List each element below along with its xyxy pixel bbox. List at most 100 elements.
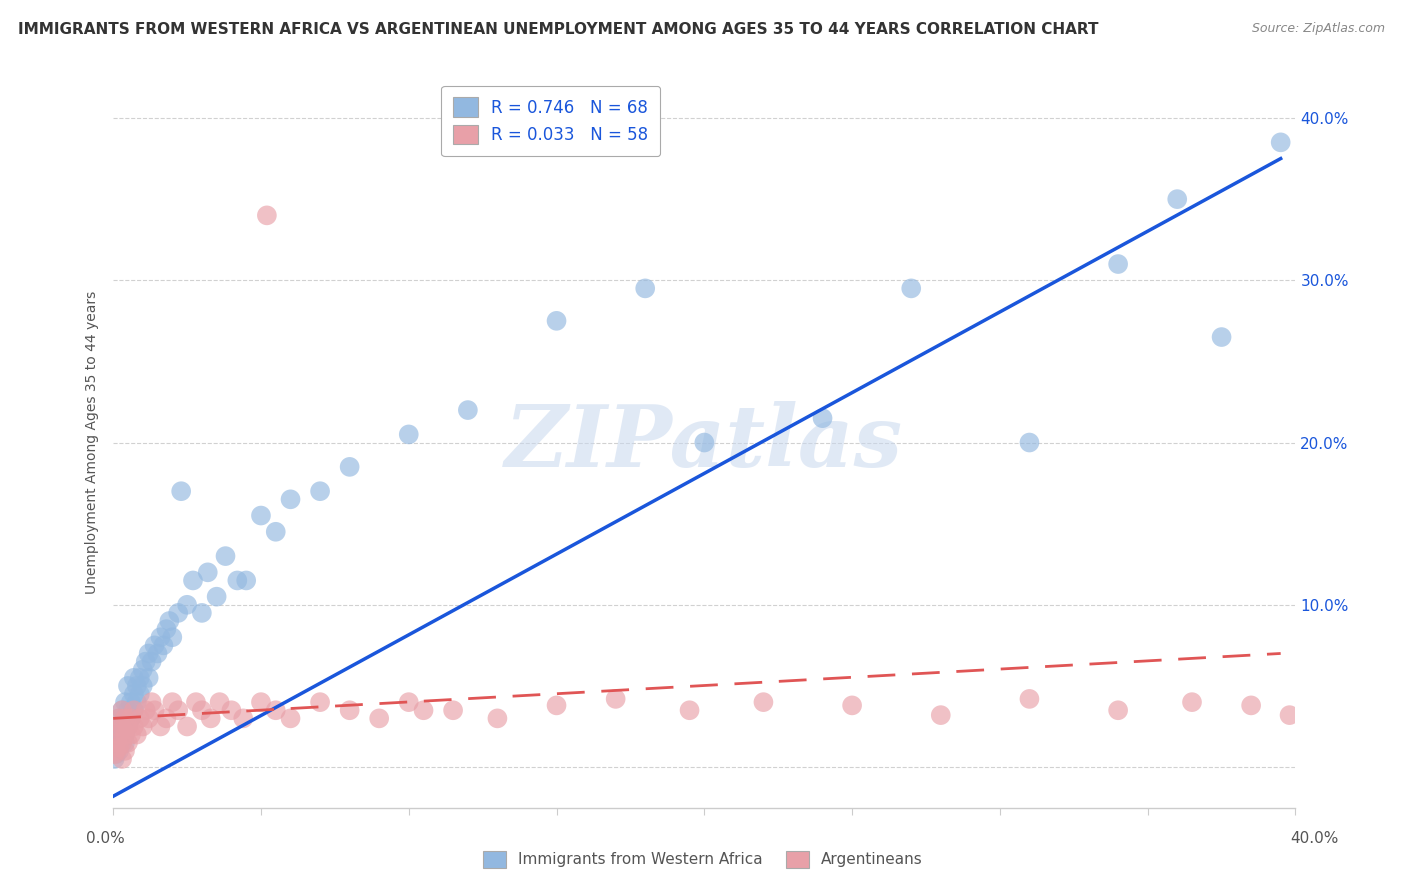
Point — [104, 752, 127, 766]
Point — [250, 695, 273, 709]
Point — [339, 459, 361, 474]
Point — [250, 508, 273, 523]
Point — [108, 728, 131, 742]
Legend: Immigrants from Western Africa, Argentineans: Immigrants from Western Africa, Argentin… — [477, 845, 929, 873]
Point — [1107, 703, 1129, 717]
Point — [929, 708, 952, 723]
Point — [181, 574, 204, 588]
Point — [398, 427, 420, 442]
Point — [117, 703, 139, 717]
Y-axis label: Unemployment Among Ages 35 to 44 years: Unemployment Among Ages 35 to 44 years — [86, 291, 100, 594]
Point — [105, 736, 128, 750]
Point — [546, 314, 568, 328]
Point — [309, 484, 332, 499]
Point — [111, 736, 134, 750]
Point — [114, 711, 136, 725]
Point — [105, 744, 128, 758]
Point — [841, 698, 863, 713]
Point — [1181, 695, 1204, 709]
Point — [128, 671, 150, 685]
Point — [111, 752, 134, 766]
Point — [122, 703, 145, 717]
Point — [111, 719, 134, 733]
Point — [128, 687, 150, 701]
Point — [111, 703, 134, 717]
Point — [132, 719, 155, 733]
Point — [125, 728, 148, 742]
Point — [114, 744, 136, 758]
Point — [634, 281, 657, 295]
Point — [138, 671, 160, 685]
Point — [170, 484, 193, 499]
Point — [693, 435, 716, 450]
Point — [111, 719, 134, 733]
Point — [108, 719, 131, 733]
Point — [200, 711, 222, 725]
Point — [105, 747, 128, 761]
Point — [122, 703, 145, 717]
Point — [167, 606, 190, 620]
Point — [120, 711, 142, 725]
Point — [208, 695, 231, 709]
Point — [117, 679, 139, 693]
Point — [108, 711, 131, 725]
Point — [122, 719, 145, 733]
Point — [457, 403, 479, 417]
Point — [1166, 192, 1188, 206]
Point — [105, 728, 128, 742]
Point — [128, 711, 150, 725]
Point — [125, 695, 148, 709]
Point — [191, 606, 214, 620]
Point — [1107, 257, 1129, 271]
Point — [264, 703, 287, 717]
Point — [1240, 698, 1263, 713]
Point — [368, 711, 391, 725]
Point — [256, 208, 278, 222]
Point — [441, 703, 464, 717]
Point — [143, 638, 166, 652]
Point — [486, 711, 509, 725]
Point — [108, 731, 131, 745]
Point — [117, 719, 139, 733]
Point — [221, 703, 243, 717]
Point — [105, 736, 128, 750]
Point — [546, 698, 568, 713]
Text: 40.0%: 40.0% — [1291, 831, 1339, 846]
Point — [114, 711, 136, 725]
Point — [162, 695, 184, 709]
Point — [152, 638, 174, 652]
Point — [146, 647, 169, 661]
Point — [1018, 692, 1040, 706]
Point — [111, 736, 134, 750]
Point — [678, 703, 700, 717]
Point — [900, 281, 922, 295]
Point — [104, 747, 127, 761]
Point — [339, 703, 361, 717]
Point — [120, 695, 142, 709]
Point — [197, 566, 219, 580]
Point — [117, 736, 139, 750]
Point — [132, 679, 155, 693]
Point — [309, 695, 332, 709]
Point — [117, 719, 139, 733]
Point — [141, 695, 163, 709]
Legend: R = 0.746   N = 68, R = 0.033   N = 58: R = 0.746 N = 68, R = 0.033 N = 58 — [441, 86, 659, 156]
Point — [226, 574, 249, 588]
Point — [114, 736, 136, 750]
Point — [149, 719, 172, 733]
Point — [135, 703, 157, 717]
Point — [135, 655, 157, 669]
Point — [167, 703, 190, 717]
Text: 0.0%: 0.0% — [86, 831, 125, 846]
Point — [108, 711, 131, 725]
Point — [811, 411, 834, 425]
Point — [162, 630, 184, 644]
Point — [138, 647, 160, 661]
Point — [132, 663, 155, 677]
Point — [1018, 435, 1040, 450]
Point — [235, 574, 257, 588]
Text: Source: ZipAtlas.com: Source: ZipAtlas.com — [1251, 22, 1385, 36]
Point — [111, 728, 134, 742]
Text: ZIPatlas: ZIPatlas — [505, 401, 904, 484]
Point — [752, 695, 775, 709]
